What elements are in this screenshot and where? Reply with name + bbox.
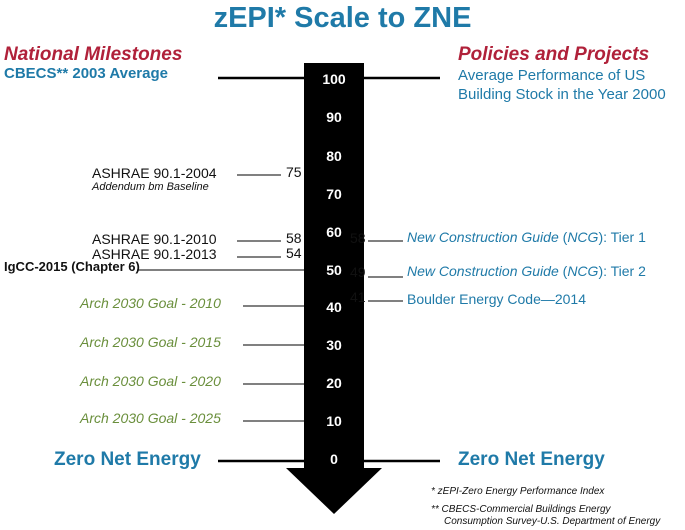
zero-net-energy-left: Zero Net Energy [54,449,201,470]
boulder-value: 41 [350,289,366,305]
ashrae-2013-label: ASHRAE 90.1-2013 [92,246,217,262]
scale-tick-40: 40 [326,299,342,315]
ashrae-2004-value: 75 [286,164,302,180]
scale-tick-0: 0 [330,451,338,467]
ashrae-2013-value: 54 [286,245,302,261]
igcc-label: IgCC-2015 (Chapter 6) [4,259,140,274]
scale-arrow-shaft [304,63,364,471]
scale-tick-90: 90 [326,109,342,125]
scale-tick-50: 50 [326,262,342,278]
right-subheading-line2: Building Stock in the Year 2000 [458,86,666,103]
scale-tick-80: 80 [326,148,342,164]
boulder-label: Boulder Energy Code—2014 [407,291,587,307]
scale-arrow-head [286,468,382,514]
ncg-tier2-value: 49 [350,264,366,280]
ncg-tier1-value: 58 [350,230,366,246]
scale-tick-10: 10 [326,413,342,429]
footnote-cbecs-line2: Consumption Survey-U.S. Department of En… [444,516,661,527]
page-title: zEPI* Scale to ZNE [213,2,472,34]
ncg-tier2-label: New Construction Guide (NCG): Tier 2 [407,263,646,279]
zero-net-energy-right: Zero Net Energy [458,449,605,470]
scale-tick-60: 60 [326,224,342,240]
ncg-tier1-label: New Construction Guide (NCG): Tier 1 [407,229,646,245]
left-heading: National Milestones [4,44,183,65]
arch-2010-label: Arch 2030 Goal - 2010 [80,295,221,311]
right-subheading-line1: Average Performance of US [458,67,646,84]
scale-tick-100: 100 [322,71,346,87]
ashrae-2004-sublabel: Addendum bm Baseline [92,181,209,193]
ashrae-2004-label: ASHRAE 90.1-2004 [92,165,217,181]
right-heading: Policies and Projects [458,44,650,65]
arch-2020-label: Arch 2030 Goal - 2020 [80,373,221,389]
scale-tick-70: 70 [326,186,342,202]
arch-2015-label: Arch 2030 Goal - 2015 [80,334,221,350]
ashrae-2010-label: ASHRAE 90.1-2010 [92,231,217,247]
scale-tick-20: 20 [326,375,342,391]
arch-2025-label: Arch 2030 Goal - 2025 [80,410,221,426]
footnote-zepi: * zEPI-Zero Energy Performance Index [431,486,605,497]
ashrae-2010-value: 58 [286,230,302,246]
scale-tick-30: 30 [326,337,342,353]
left-subheading: CBECS** 2003 Average [4,65,168,82]
footnote-cbecs-line1: ** CBECS-Commercial Buildings Energy [431,504,611,515]
